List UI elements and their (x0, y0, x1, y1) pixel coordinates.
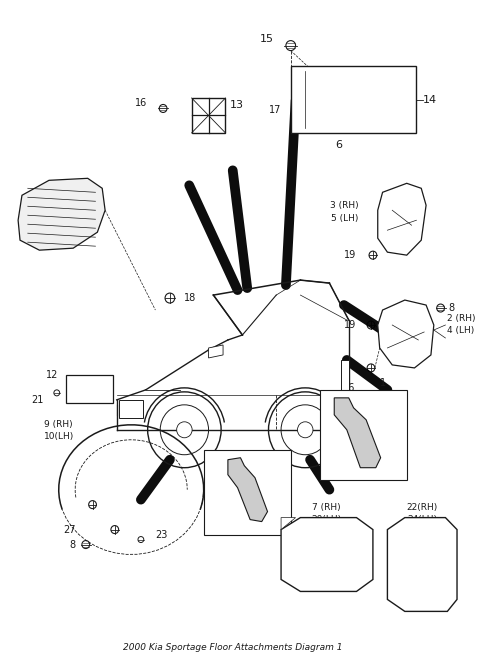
Text: 8: 8 (69, 539, 75, 550)
Polygon shape (281, 518, 296, 529)
Bar (192, 98, 226, 133)
Bar (291, 66, 417, 133)
Text: 25: 25 (241, 450, 253, 460)
Text: 3 (RH): 3 (RH) (330, 201, 359, 210)
Text: 5 (LH): 5 (LH) (331, 214, 359, 223)
Text: 24(LH): 24(LH) (407, 515, 437, 524)
Text: 12: 12 (47, 370, 59, 380)
Text: 18: 18 (184, 293, 197, 303)
Polygon shape (387, 518, 457, 611)
Text: 13: 13 (230, 100, 244, 110)
Bar (320, 390, 407, 480)
Text: 2 (RH): 2 (RH) (447, 314, 476, 323)
Bar (204, 450, 291, 535)
Text: 6: 6 (336, 140, 343, 150)
Polygon shape (378, 300, 434, 368)
Text: 7 (RH): 7 (RH) (312, 503, 341, 512)
Text: 16: 16 (135, 98, 148, 108)
Text: 23: 23 (156, 529, 168, 540)
Text: 19: 19 (344, 320, 357, 330)
Text: 27: 27 (64, 525, 76, 535)
Bar (119, 400, 143, 418)
Polygon shape (208, 345, 223, 358)
Text: 1: 1 (380, 378, 385, 388)
Text: 10(LH): 10(LH) (44, 432, 74, 441)
Polygon shape (334, 398, 381, 468)
Text: 22(RH): 22(RH) (407, 503, 438, 512)
Text: 17: 17 (269, 106, 281, 115)
Polygon shape (228, 458, 267, 522)
Text: 14: 14 (423, 96, 437, 106)
Text: 21: 21 (31, 395, 43, 405)
Text: 8: 8 (448, 303, 455, 313)
Text: 4 (LH): 4 (LH) (447, 327, 475, 335)
Circle shape (177, 422, 192, 438)
Text: 2000 Kia Sportage Floor Attachments Diagram 1: 2000 Kia Sportage Floor Attachments Diag… (123, 643, 342, 652)
Polygon shape (281, 518, 373, 592)
Text: 9 (RH): 9 (RH) (44, 420, 73, 429)
Circle shape (298, 422, 313, 438)
Bar (66, 375, 113, 403)
Polygon shape (378, 183, 426, 255)
Text: 20(LH): 20(LH) (312, 515, 342, 524)
Text: 19: 19 (344, 250, 357, 260)
Text: 26: 26 (343, 383, 355, 393)
Polygon shape (18, 178, 105, 250)
Bar (341, 360, 349, 390)
Text: 15: 15 (260, 33, 274, 43)
